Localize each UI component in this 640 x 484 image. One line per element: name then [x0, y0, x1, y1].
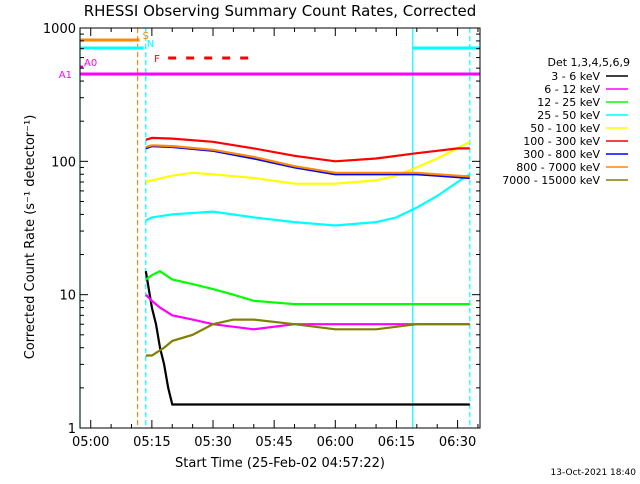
flag-label-n-1: N — [147, 39, 154, 50]
legend-label-12-25-kev: 12 - 25 keV — [537, 96, 600, 109]
x-tick-label-06-30: 06:30 — [439, 435, 476, 450]
x-tick-label-05-30: 05:30 — [194, 435, 231, 450]
x-tick-label-05-45: 05:45 — [255, 435, 292, 450]
legend-label-7000-15000-kev: 7000 - 15000 keV — [502, 174, 600, 187]
y-tick-label-1000: 1000 — [43, 22, 76, 37]
legend-label-100-300-kev: 100 - 300 keV — [523, 135, 600, 148]
chart-title: RHESSI Observing Summary Count Rates, Co… — [84, 2, 477, 20]
x-tick-label-05-15: 05:15 — [133, 435, 170, 450]
series-line-25-50-kev — [145, 173, 471, 227]
x-tick-label-06-15: 06:15 — [378, 435, 415, 450]
legend-label-800-7000-kev: 800 - 7000 keV — [516, 161, 600, 174]
legend-label-50-100-kev: 50 - 100 keV — [530, 122, 600, 135]
legend-title: Det 1,3,4,5,6,9 — [547, 56, 630, 69]
y-axis-label: Corrected Count Rate (s⁻¹ detector⁻¹) — [23, 115, 38, 360]
plot-frame — [79, 27, 481, 429]
y-tick-label-100: 100 — [51, 155, 76, 170]
legend-label-300-800-kev: 300 - 800 keV — [523, 148, 600, 161]
x-axis-label: Start Time (25-Feb-02 04:57:22) — [175, 456, 385, 471]
series-line-7000-15000-kev — [145, 318, 470, 357]
flag-label-s-0: S — [143, 31, 149, 42]
flag-bars: SNF A0 A1 — [59, 31, 480, 81]
flag-label-f-3: F — [154, 54, 160, 65]
series-line-100-300-kev — [145, 136, 470, 163]
legend-label-3-6-kev: 3 - 6 keV — [551, 70, 600, 83]
footer-date: 13-Oct-2021 18:40 — [551, 468, 637, 478]
series-lines — [144, 136, 471, 406]
x-tick-label-05-00: 05:00 — [72, 435, 109, 450]
series-line-800-7000-kev — [145, 144, 470, 178]
y-tick-label-10: 10 — [59, 289, 76, 304]
series-line-12-25-kev — [145, 269, 470, 306]
legend-label-25-50-kev: 25 - 50 keV — [537, 109, 600, 122]
series-line-50-100-kev — [145, 140, 471, 185]
legend-label-6-12-kev: 6 - 12 keV — [544, 83, 600, 96]
x-tick-label-06-00: 06:00 — [317, 435, 354, 450]
axes: 1 10 100 1000 05:00 05:15 05:30 05:45 06:00 06:15… — [43, 22, 481, 450]
y-tick-label-1: 1 — [68, 422, 76, 437]
series-line-3-6-kev — [144, 271, 470, 406]
flag-label-a0-4: A0 — [84, 58, 97, 69]
flag-label-a1-5: A1 — [59, 70, 72, 81]
